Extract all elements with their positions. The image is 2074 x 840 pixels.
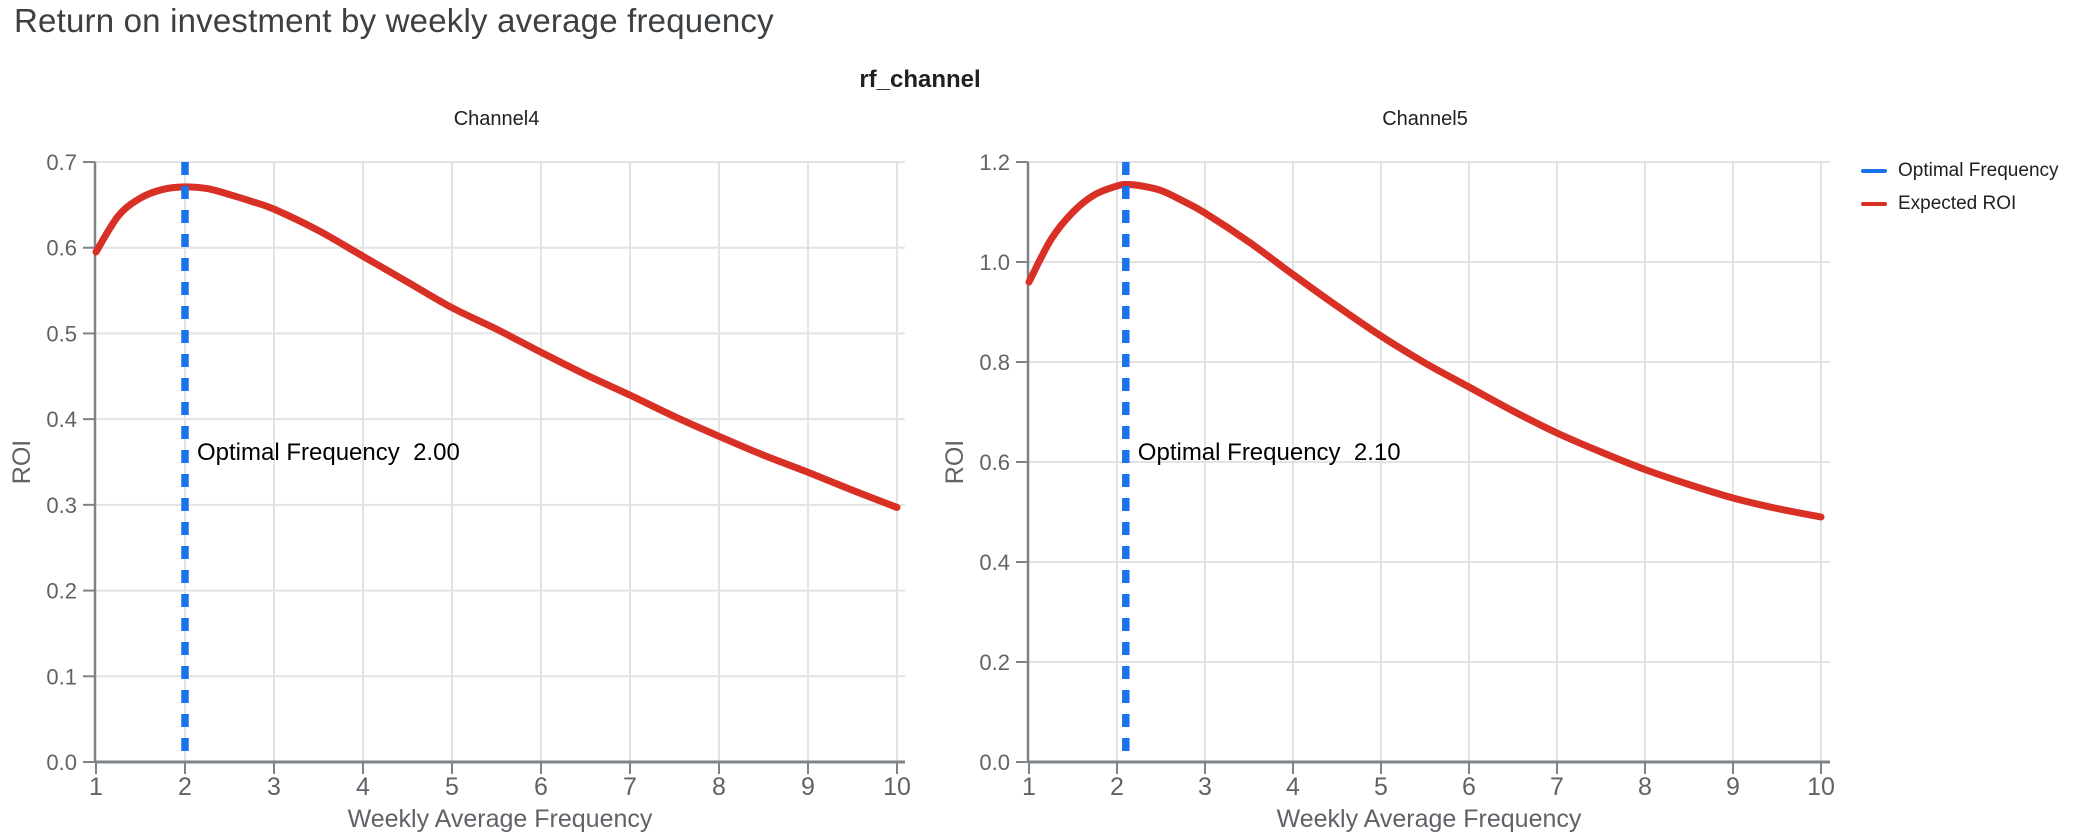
- chart-title: Channel5: [1382, 108, 1468, 130]
- legend-label-optimal-frequency: Optimal Frequency: [1898, 160, 2059, 181]
- legend-label-expected-roi: Expected ROI: [1898, 193, 2017, 214]
- x-tick-label: 6: [1462, 773, 1476, 801]
- x-tick-label: 7: [1550, 773, 1564, 801]
- x-tick-label: 4: [1286, 773, 1300, 801]
- expected-roi-curve: [1025, 180, 1825, 521]
- y-tick-label: 0.0: [979, 750, 1010, 775]
- chart-title: Channel4: [454, 108, 540, 130]
- y-tick-label: 1.2: [979, 150, 1010, 175]
- x-tick-label: 4: [356, 773, 370, 801]
- y-tick-label: 0.8: [979, 350, 1010, 375]
- x-tick-label: 2: [178, 773, 192, 801]
- x-tick-label: 9: [1726, 773, 1740, 801]
- page-title: Return on investment by weekly average f…: [14, 2, 774, 39]
- y-tick-label: 0.4: [979, 550, 1010, 575]
- y-tick-label: 0.0: [46, 750, 77, 775]
- y-tick-label: 1.0: [979, 250, 1010, 275]
- x-tick-label: 7: [623, 773, 637, 801]
- x-tick-label: 3: [267, 773, 281, 801]
- y-tick-label: 0.4: [46, 407, 77, 432]
- figure-subtitle: rf_channel: [859, 66, 981, 93]
- x-tick-label: 1: [89, 773, 103, 801]
- y-tick-label: 0.3: [46, 493, 77, 518]
- x-tick-label: 8: [1638, 773, 1652, 801]
- y-tick-label: 0.2: [46, 579, 77, 604]
- legend: Optimal Frequency Expected ROI: [1861, 160, 2059, 215]
- x-tick-label: 2: [1110, 773, 1124, 801]
- legend-item-optimal-frequency[interactable]: Optimal Frequency: [1861, 160, 2059, 182]
- x-tick-label: 3: [1198, 773, 1212, 801]
- y-tick-label: 0.2: [979, 650, 1010, 675]
- x-tick-label: 8: [712, 773, 726, 801]
- y-tick-label: 0.6: [46, 236, 77, 261]
- y-tick-label: 0.5: [46, 321, 77, 346]
- expected-roi-swatch: [1861, 202, 1887, 206]
- x-tick-label: 6: [534, 773, 548, 801]
- legend-item-expected-roi[interactable]: Expected ROI: [1861, 193, 2059, 215]
- y-axis-title: ROI: [8, 440, 36, 484]
- x-tick-label: 10: [1807, 773, 1835, 801]
- x-tick-label: 9: [801, 773, 815, 801]
- expected-roi-curve: [92, 183, 901, 511]
- x-tick-label: 10: [883, 773, 911, 801]
- optimal-frequency-annotation: Optimal Frequency 2.00: [197, 439, 460, 466]
- y-tick-label: 0.6: [979, 450, 1010, 475]
- x-axis-title: Weekly Average Frequency: [1277, 805, 1582, 833]
- y-tick-label: 0.7: [46, 150, 77, 175]
- y-axis-title: ROI: [941, 440, 969, 484]
- x-tick-label: 5: [1374, 773, 1388, 801]
- x-tick-label: 1: [1022, 773, 1036, 801]
- x-tick-label: 5: [445, 773, 459, 801]
- y-tick-label: 0.1: [46, 664, 77, 689]
- optimal-frequency-annotation: Optimal Frequency 2.10: [1138, 439, 1401, 466]
- x-axis-title: Weekly Average Frequency: [348, 805, 653, 833]
- optimal-frequency-swatch: [1861, 169, 1887, 173]
